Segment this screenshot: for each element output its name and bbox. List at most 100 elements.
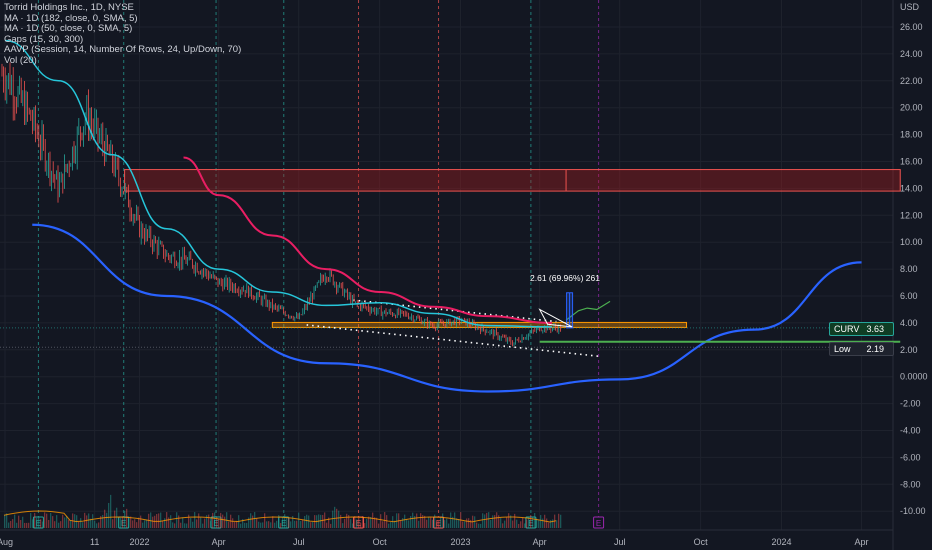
volume-bar [210,521,212,528]
volume-bar [212,512,214,528]
volume-bar [80,518,82,528]
volume-bar [268,521,270,528]
volume-bar [200,517,202,528]
indicator-ma182[interactable]: MA · 1D (182, close, 0, SMA, 5) [4,12,138,24]
volume-bar [160,512,162,528]
volume-bar [68,519,70,528]
last-price-value: 3.63 [866,324,885,334]
volume-bar [356,519,358,528]
y-tick-label: 14.00 [900,183,923,193]
volume-bar [94,520,96,528]
volume-bar [322,514,324,528]
y-tick-label: 16.00 [900,157,923,167]
volume-bar [448,523,450,528]
volume-bar [334,506,336,528]
volume-bar [30,513,32,528]
volume-bar [4,515,6,528]
x-tick-label: Apr [855,537,869,547]
volume-bar [312,521,314,528]
volume-bar [442,513,444,528]
volume-bar [510,515,512,528]
volume-bar [108,502,110,528]
volume-bar [560,514,562,528]
x-tick-label: Oct [373,537,388,547]
indicator-aavp[interactable]: AAVP (Session, 14, Number Of Rows, 24, U… [4,44,242,56]
indicator-gaps[interactable]: Gaps (15, 30, 300) [4,33,84,45]
volume-bar [514,513,516,528]
earnings-marker [525,516,537,529]
volume-bar [48,519,50,528]
volume-bar [352,523,354,528]
volume-bar [462,521,464,528]
volume-bar [428,516,430,528]
volume-bar [296,520,298,528]
y-tick-label: 22.00 [900,76,923,86]
volume-bar [450,512,452,528]
volume-bar [214,512,216,528]
volume-bar [452,516,454,528]
earnings-marker [32,516,44,529]
volume-bar [502,523,504,528]
earnings-marker-label: E [121,519,126,528]
volume-bar [150,512,152,528]
volume-bar [538,520,540,528]
volume-bar [432,519,434,528]
y-tick-label: -6.00 [900,452,921,462]
volume-bar [100,516,102,528]
volume-bar [412,512,414,528]
volume-bar [508,513,510,528]
volume-bar [556,520,558,528]
volume-bar [132,520,134,528]
volume-bar [290,521,292,528]
volume-bar [426,519,428,528]
volume-bar [26,522,28,528]
volume-bar [182,517,184,528]
gap-zone [124,169,901,192]
volume-bar [360,522,362,528]
volume-bar [256,518,258,528]
volume-bar [144,520,146,528]
volume-bar [424,515,426,528]
indicator-ma50[interactable]: MA · 1D (50, close, 0, SMA, 5) [4,23,133,35]
volume-bar [130,516,132,528]
volume-bar [418,520,420,528]
y-tick-label: 6.00 [900,291,918,301]
volume-bar [8,522,10,528]
volume-bar [488,512,490,528]
volume-bar [406,519,408,528]
x-tick-label: 2023 [451,537,471,547]
indicator-volume[interactable]: Vol (20) [4,54,37,66]
volume-bar [376,517,378,528]
volume-bar [342,523,344,528]
volume-bar [170,515,172,528]
volume-bar [274,522,276,528]
volume-bar [232,518,234,528]
volume-bar [34,512,36,528]
volume-bar [126,508,128,528]
volume-bar [520,521,522,528]
volume-bar [96,523,98,528]
chart-title[interactable]: Torrid Holdings Inc., 1D, NYSE [4,2,134,13]
volume-bar [158,513,160,528]
volume-bar [436,522,438,528]
volume-bar [14,514,16,528]
volume-bar [172,522,174,528]
y-tick-label: 20.00 [900,103,923,113]
volume-bar [28,522,30,528]
volume-bar [540,515,542,528]
volume-bar [280,523,282,528]
volume-bar [46,513,48,528]
volume-bar [106,512,108,528]
y-tick-label: 4.00 [900,318,918,328]
volume-bar [224,516,226,528]
volume-bar [464,521,466,528]
volume-bar [236,520,238,528]
volume-bar [378,523,380,528]
volume-bar [286,518,288,528]
volume-bar [414,516,416,528]
low-price-badge: Low 2.19 [829,342,894,356]
volume-bar [310,522,312,528]
volume-bar [282,516,284,528]
volume-bar [54,521,56,528]
